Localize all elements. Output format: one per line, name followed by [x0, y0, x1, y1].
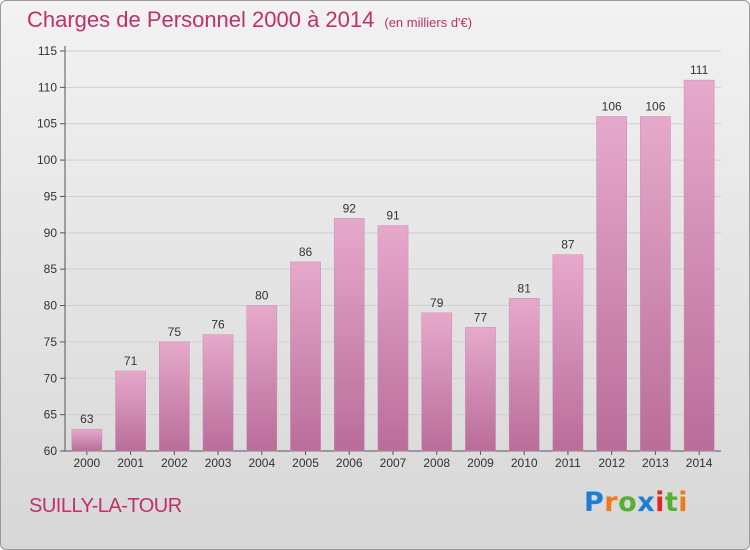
chart-subtitle: (en milliers d'€)	[384, 15, 473, 30]
bar	[640, 116, 671, 452]
y-tick-label: 115	[38, 44, 57, 58]
data-label: 87	[561, 238, 575, 252]
bar	[158, 341, 190, 452]
x-tick-label: 2009	[467, 456, 494, 470]
bar	[421, 312, 453, 452]
bar	[465, 327, 496, 452]
data-label: 106	[602, 99, 622, 113]
data-label: 81	[518, 281, 532, 295]
data-label: 77	[474, 310, 488, 324]
logo-letter: o	[618, 487, 638, 518]
data-label: 92	[343, 201, 357, 215]
logo-letter: P	[584, 487, 605, 518]
data-label: 91	[386, 209, 400, 223]
logo-letter: t	[664, 487, 679, 518]
x-tick-label: 2012	[598, 456, 625, 470]
bar	[333, 218, 365, 452]
x-tick-label: 2007	[380, 456, 407, 470]
bar	[115, 370, 146, 452]
proxiti-logo[interactable]: Proxiti	[584, 487, 688, 518]
x-tick-label: 2002	[161, 456, 188, 470]
data-label: 106	[645, 99, 665, 113]
y-tick-label: 100	[37, 153, 57, 167]
x-tick-label: 2008	[423, 456, 450, 470]
logo-letter: x	[637, 487, 656, 518]
bar	[377, 225, 409, 452]
x-tick-label: 2000	[74, 456, 101, 470]
chart-title-text: Charges de Personnel 2000 à 2014	[27, 7, 375, 32]
data-label: 71	[124, 354, 138, 368]
data-label: 80	[255, 289, 269, 303]
chart-title: Charges de Personnel 2000 à 2014 (en mill…	[27, 7, 472, 33]
x-tick-label: 2006	[336, 456, 363, 470]
logo-letter: r	[604, 487, 619, 518]
y-tick-label: 75	[44, 335, 58, 349]
x-tick-label: 2003	[205, 456, 232, 470]
bars	[71, 79, 715, 452]
logo-letter: i	[655, 487, 665, 518]
x-tick-label: 2014	[686, 456, 713, 470]
bar	[552, 254, 584, 452]
labels: 60 65 70 75 80 85 90 95 100 105 110 115 63 2000 71 2001…	[37, 44, 713, 470]
bar-chart: 60 65 70 75 80 85 90 95 100 105 110 115 63 2000 71 2001…	[37, 44, 721, 470]
bar	[202, 334, 234, 452]
bar	[508, 298, 540, 452]
y-tick-label: 70	[44, 371, 58, 385]
data-label: 76	[211, 318, 225, 332]
y-tick-label: 60	[44, 444, 58, 458]
x-tick-label: 2001	[117, 456, 144, 470]
y-tick-label: 90	[44, 226, 58, 240]
bar	[683, 79, 715, 452]
bar	[290, 261, 321, 452]
data-label: 63	[80, 412, 94, 426]
y-tick-label: 110	[38, 80, 57, 94]
data-label: 111	[690, 63, 709, 77]
y-tick-label: 105	[37, 117, 57, 131]
bar	[246, 305, 278, 452]
y-tick-label: 95	[44, 189, 58, 203]
town-name: SUILLY-LA-TOUR	[29, 495, 182, 517]
logo-letter: i	[678, 487, 689, 518]
data-label: 75	[168, 325, 182, 339]
y-tick-label: 65	[44, 408, 58, 422]
x-tick-label: 2004	[248, 456, 275, 470]
x-tick-label: 2005	[292, 456, 319, 470]
data-label: 79	[430, 296, 444, 310]
y-tick-label: 80	[44, 299, 58, 313]
bar	[71, 428, 103, 452]
x-tick-label: 2011	[555, 456, 581, 470]
x-tick-label: 2013	[642, 456, 669, 470]
x-tick-label: 2010	[511, 456, 538, 470]
bar	[596, 116, 628, 452]
data-label: 86	[299, 245, 313, 259]
y-tick-label: 85	[44, 262, 58, 276]
